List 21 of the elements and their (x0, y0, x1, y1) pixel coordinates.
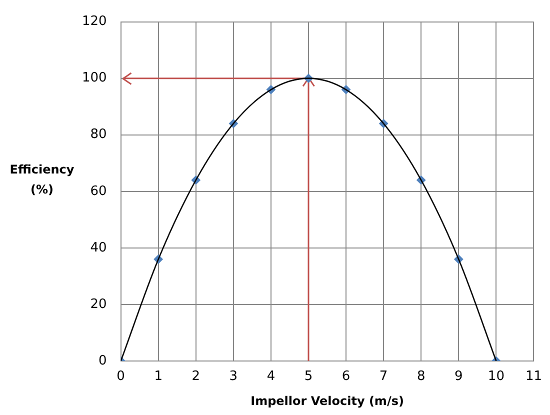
x-tick-label: 5 (304, 369, 313, 384)
x-tick-label: 9 (454, 369, 463, 384)
x-tick-label: 1 (154, 369, 162, 384)
y-tick-label: 40 (90, 240, 107, 256)
x-axis-title: Impellor Velocity (m/s) (250, 394, 404, 408)
x-tick-label: 7 (379, 369, 388, 384)
x-tick-label: 4 (266, 369, 276, 384)
x-tick-label: 11 (525, 369, 542, 384)
x-tick-label: 6 (342, 369, 350, 384)
y-tick-label: 100 (82, 70, 107, 86)
x-tick-label: 8 (416, 369, 426, 384)
y-tick-label: 60 (90, 184, 107, 199)
x-tick-label: 3 (229, 369, 238, 384)
y-tick-label: 0 (98, 353, 107, 368)
y-tick-label: 120 (82, 14, 107, 30)
x-tick-label: 2 (192, 369, 200, 384)
y-axis-title: Efficiency (%) (10, 162, 74, 196)
x-tick-label: 0 (116, 369, 125, 384)
y-tick-label: 20 (90, 296, 107, 312)
x-tick-label: 10 (488, 369, 504, 384)
y-tick-label: 80 (90, 127, 107, 142)
